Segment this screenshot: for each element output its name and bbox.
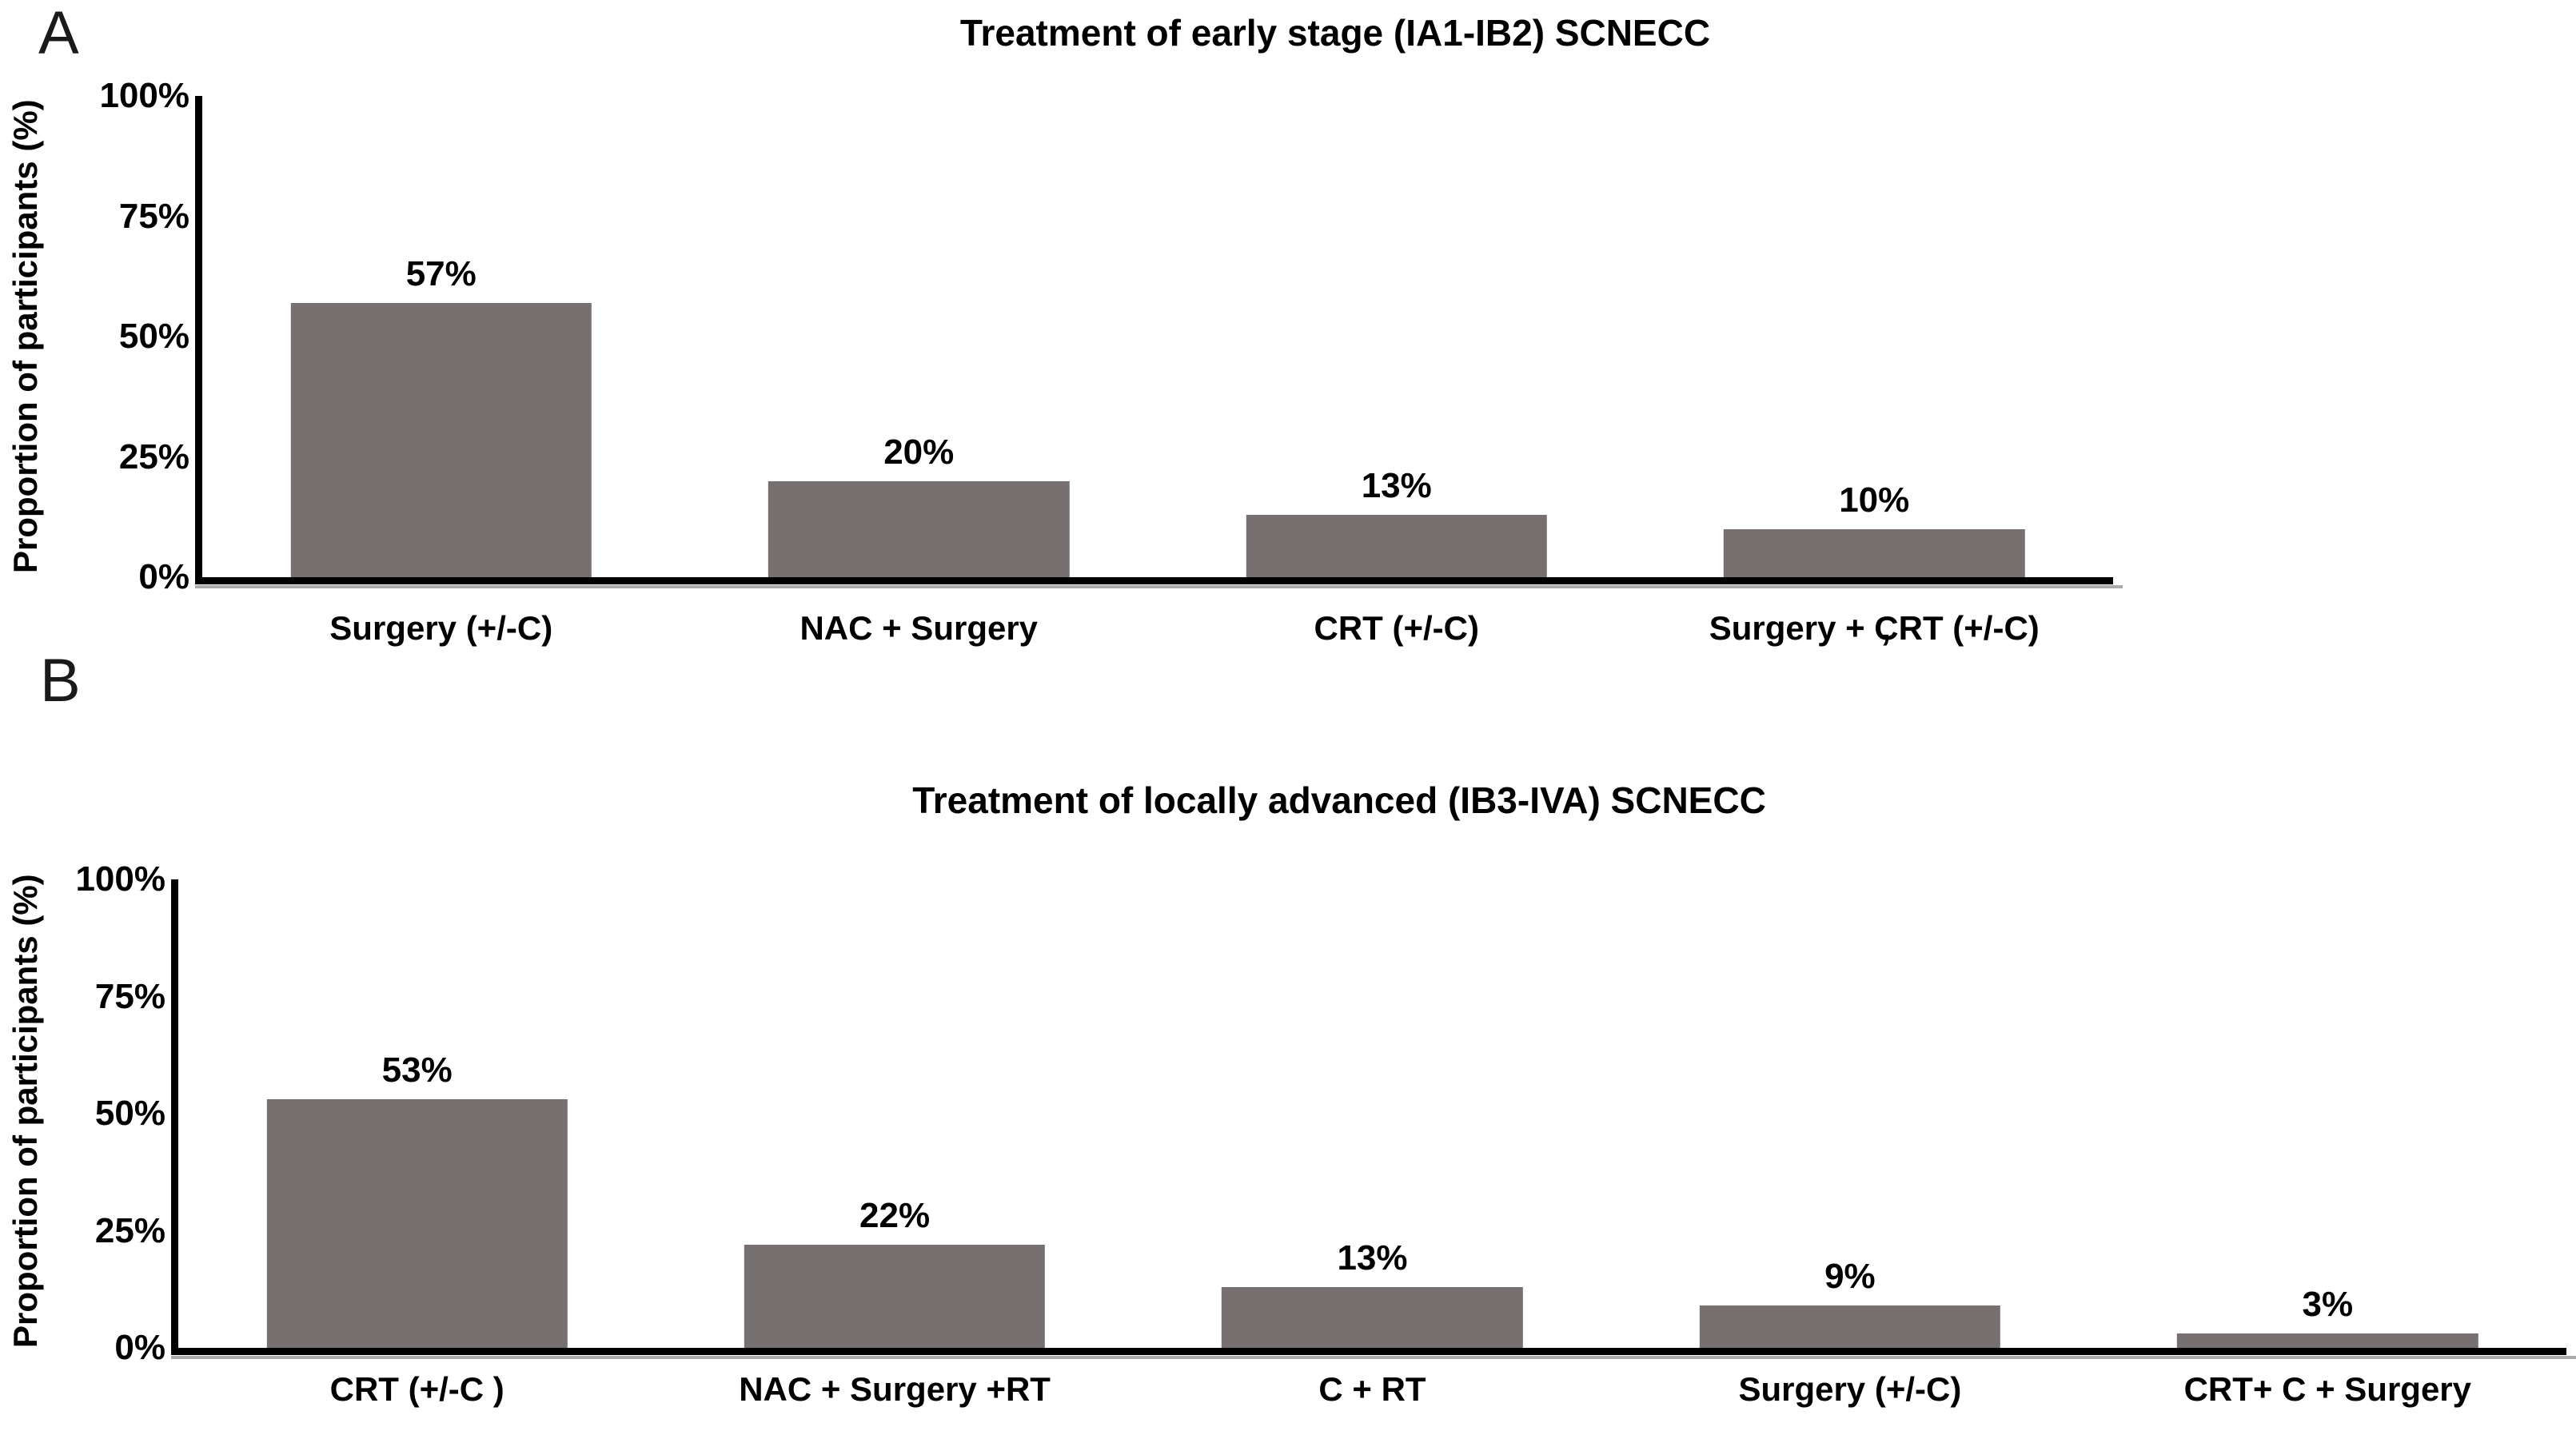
panel-letter-a: A: [38, 0, 79, 67]
bar-value-label: 53%: [381, 1050, 453, 1090]
x-axis-shadow: [171, 1356, 2576, 1359]
bar-value-label: 20%: [883, 432, 955, 472]
bar-value-label: 13%: [1337, 1238, 1408, 1278]
y-tick-label: 100%: [75, 859, 165, 899]
bar-group: 20%: [680, 96, 1158, 577]
bar-value-label: 3%: [2302, 1285, 2354, 1325]
bar: [768, 480, 1070, 577]
bar: [266, 1099, 568, 1348]
y-tick-label: 75%: [94, 976, 165, 1016]
bar: [1699, 1305, 2001, 1348]
x-category-label: NAC + Surgery +RT: [739, 1370, 1051, 1408]
y-tick-label: 100%: [99, 76, 189, 115]
chart-title-a: Treatment of early stage (IA1-IB2) SCNEC…: [959, 12, 1711, 54]
y-tick-label: 25%: [118, 436, 189, 476]
bar-group: 22%: [656, 879, 1133, 1348]
bar: [744, 1245, 1046, 1348]
y-axis-label-a: Proportion of participants (%): [6, 99, 44, 574]
bar: [290, 302, 592, 577]
plot-area-a: 0% 25% 50% 75% 100% Surgery (+/-C) 57% NAC + Su…: [99, 76, 2123, 646]
bar: [1222, 1286, 1523, 1348]
bar: [1724, 528, 2025, 577]
bar-group: 53%: [178, 879, 656, 1348]
y-axis-line: [171, 879, 178, 1355]
y-tick-label: 50%: [94, 1094, 165, 1133]
bar-value-label: 22%: [859, 1196, 931, 1236]
stray-mark: ’: [1880, 628, 1892, 670]
chart-title-b: Treatment of locally advanced (IB3-IVA) …: [912, 779, 1766, 821]
x-category-label: Surgery + CRT (+/-C): [1709, 609, 2040, 647]
panel-letter-b: B: [40, 647, 81, 715]
bar-group: 13%: [1134, 879, 1611, 1348]
y-axis-label-b: Proportion of participants (%): [6, 874, 44, 1348]
y-tick-label: 0%: [114, 1328, 165, 1367]
bar-value-label: 13%: [1361, 465, 1432, 505]
y-tick-label: 0%: [138, 557, 189, 596]
bar-value-label: 57%: [405, 253, 477, 293]
x-axis-shadow: [195, 585, 2123, 588]
x-category-label: CRT+ C + Surgery: [2183, 1370, 2472, 1408]
bar-group: 13%: [1158, 96, 1636, 577]
bar-group: 10%: [1636, 96, 2114, 577]
y-tick-label: 75%: [118, 196, 189, 236]
bar-value-label: 10%: [1839, 480, 1910, 520]
x-category-label: Surgery (+/-C): [1738, 1370, 1962, 1408]
y-axis-line: [195, 96, 202, 584]
bar-group: 9%: [1611, 879, 2088, 1348]
bar: [2177, 1333, 2478, 1348]
x-category-label: NAC + Surgery: [800, 609, 1039, 647]
x-category-label: CRT (+/-C): [1314, 609, 1479, 647]
bar-group: 3%: [2089, 879, 2566, 1348]
x-axis-line: [195, 577, 2113, 584]
y-tick-label: 50%: [118, 317, 189, 356]
x-category-label: CRT (+/-C ): [329, 1370, 504, 1408]
bar-value-label: 9%: [1824, 1257, 1876, 1297]
x-category-label: Surgery (+/-C): [329, 609, 553, 647]
x-axis-line: [171, 1348, 2566, 1355]
plot-area-b: 0% 25% 50% 75% 100% CRT (+/-C ) 53% NAC + Surge…: [75, 859, 2576, 1407]
x-category-label: C + RT: [1318, 1370, 1426, 1408]
y-tick-label: 25%: [94, 1210, 165, 1250]
bar: [1246, 514, 1547, 577]
bar-group: 57%: [202, 96, 680, 577]
